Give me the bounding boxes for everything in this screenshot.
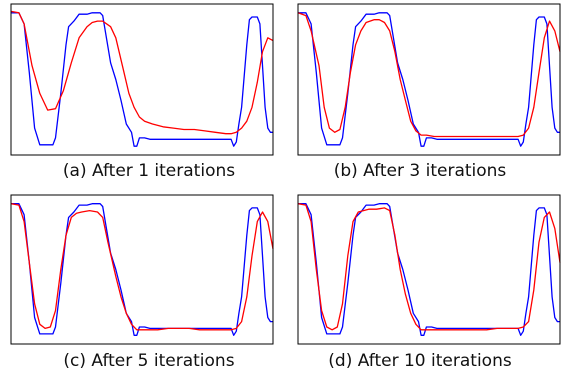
caption-b: (b) After 3 iterations bbox=[333, 161, 507, 181]
series-line-b-red bbox=[297, 12, 561, 138]
plot-frame-b bbox=[297, 3, 561, 156]
line-chart-a bbox=[10, 3, 274, 156]
line-chart-c bbox=[10, 194, 274, 345]
series-line-d-blue bbox=[298, 203, 560, 336]
chart-panel-a: (a) After 1 iterations bbox=[9, 3, 289, 187]
chart-panel-c: (c) After 5 iterations bbox=[9, 194, 289, 380]
series-line-c-blue bbox=[11, 203, 273, 336]
series-line-a-red bbox=[10, 10, 274, 135]
chart-panel-b: (b) After 3 iterations bbox=[290, 3, 562, 187]
line-chart-d bbox=[297, 194, 561, 345]
chart-panel-d: (d) After 10 iterations bbox=[290, 194, 562, 380]
series-line-b-blue bbox=[298, 12, 560, 147]
series-line-d-red bbox=[297, 203, 561, 331]
plot-frame-c bbox=[10, 194, 274, 345]
caption-d: (d) After 10 iterations bbox=[328, 351, 512, 371]
plot-frame-d bbox=[297, 194, 561, 345]
caption-c: (c) After 5 iterations bbox=[63, 351, 235, 371]
line-chart-b bbox=[297, 3, 561, 156]
series-line-c-red bbox=[10, 203, 274, 331]
caption-a: (a) After 1 iterations bbox=[62, 161, 236, 181]
plot-frame-a bbox=[10, 3, 274, 156]
series-line-a-blue bbox=[11, 12, 273, 147]
